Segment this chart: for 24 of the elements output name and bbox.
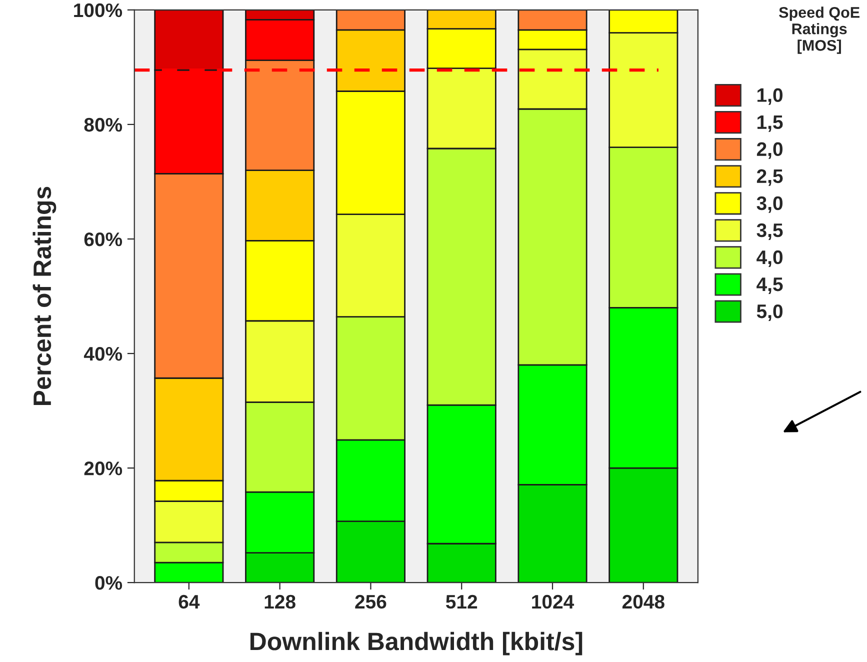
y-tick-label: 60%	[84, 232, 122, 246]
legend-title: Speed QoE Ratings [MOS]	[779, 6, 860, 54]
y-axis-title: Percent of Ratings	[32, 186, 56, 406]
y-tick-label: 0%	[95, 576, 122, 590]
legend-label: 5,0	[756, 304, 782, 322]
x-tick-label: 128	[264, 594, 296, 609]
y-tick-label: 40%	[84, 346, 122, 361]
y-tick-label: 80%	[84, 118, 122, 132]
legend-label: 2,5	[756, 169, 783, 186]
x-axis-title: Downlink Bandwidth [kbit/s]	[250, 632, 582, 656]
x-tick-label: 2048	[622, 594, 664, 609]
legend-label: 2,0	[756, 142, 782, 159]
legend-label: 1,5	[757, 115, 783, 132]
y-tick-label: 20%	[84, 462, 122, 476]
x-tick-label: 1024	[532, 594, 574, 609]
legend-label: 3,0	[756, 196, 782, 213]
x-tick-label: 64	[178, 594, 200, 609]
legend-label: 1,0	[757, 88, 782, 105]
x-tick-label: 256	[355, 594, 386, 609]
x-tick-label: 512	[446, 594, 478, 609]
legend-label: 4,0	[756, 250, 782, 267]
legend-label: 3,5	[756, 223, 783, 240]
legend-label: 4,5	[756, 278, 783, 294]
y-tick-label: 100%	[74, 3, 122, 18]
